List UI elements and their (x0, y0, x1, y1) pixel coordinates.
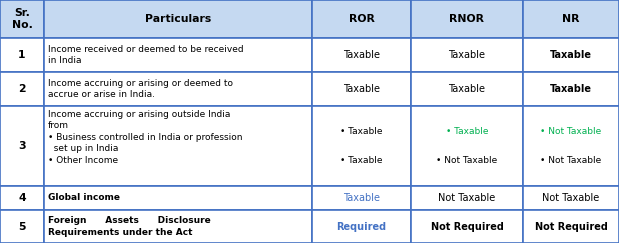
Text: 3: 3 (18, 141, 26, 151)
Bar (312, 72, 411, 106)
Text: Taxable: Taxable (343, 50, 380, 60)
Bar (0, 106, 44, 186)
Bar (523, 38, 619, 72)
Text: Required: Required (337, 222, 386, 232)
Text: Taxable: Taxable (449, 84, 485, 94)
Text: Income received or deemed to be received
in India: Income received or deemed to be received… (48, 45, 244, 65)
Text: 2: 2 (18, 84, 26, 94)
Bar (312, 0, 411, 38)
Text: • Not Taxable: • Not Taxable (436, 156, 498, 165)
Bar (44, 38, 312, 72)
Text: Not Taxable: Not Taxable (438, 193, 496, 203)
Text: Taxable: Taxable (343, 84, 380, 94)
Text: Taxable: Taxable (449, 50, 485, 60)
Bar (44, 106, 312, 186)
Bar (0, 38, 44, 72)
Text: • Taxable: • Taxable (340, 127, 383, 136)
Text: Sr.
No.: Sr. No. (12, 8, 32, 30)
Text: Income accruing or arising or deemed to
accrue or arise in India.: Income accruing or arising or deemed to … (48, 79, 233, 99)
Text: • Not Taxable: • Not Taxable (540, 156, 602, 165)
Text: Not Taxable: Not Taxable (542, 193, 600, 203)
Text: 1: 1 (18, 50, 26, 60)
Text: RNOR: RNOR (449, 14, 485, 24)
Bar (312, 106, 411, 186)
Text: • Not Taxable: • Not Taxable (540, 127, 602, 136)
Text: NR: NR (562, 14, 580, 24)
Bar (523, 106, 619, 186)
Bar (523, 72, 619, 106)
Text: • Taxable: • Taxable (446, 127, 488, 136)
Text: Not Required: Not Required (535, 222, 607, 232)
Text: 5: 5 (18, 222, 26, 232)
Bar (44, 210, 312, 243)
Bar (523, 210, 619, 243)
Bar (44, 186, 312, 210)
Bar (523, 0, 619, 38)
Text: Not Required: Not Required (431, 222, 503, 232)
Bar (411, 72, 523, 106)
Bar (411, 210, 523, 243)
Bar (44, 0, 312, 38)
Bar (523, 186, 619, 210)
Text: • Taxable: • Taxable (340, 156, 383, 165)
Text: Foreign      Assets      Disclosure
Requirements under the Act: Foreign Assets Disclosure Requirements u… (48, 216, 210, 237)
Bar (0, 186, 44, 210)
Bar (0, 72, 44, 106)
Text: Income accruing or arising outside India
from
• Business controlled in India or : Income accruing or arising outside India… (48, 110, 243, 165)
Text: ROR: ROR (348, 14, 374, 24)
Bar (411, 186, 523, 210)
Bar (312, 186, 411, 210)
Bar (312, 210, 411, 243)
Bar (44, 72, 312, 106)
Text: Taxable: Taxable (343, 193, 380, 203)
Text: Particulars: Particulars (145, 14, 211, 24)
Text: Global income: Global income (48, 193, 120, 202)
Text: 4: 4 (18, 193, 26, 203)
Bar (411, 106, 523, 186)
Bar (411, 38, 523, 72)
Text: Taxable: Taxable (550, 84, 592, 94)
Text: Taxable: Taxable (550, 50, 592, 60)
Bar (0, 0, 44, 38)
Bar (411, 0, 523, 38)
Bar (312, 38, 411, 72)
Bar (0, 210, 44, 243)
